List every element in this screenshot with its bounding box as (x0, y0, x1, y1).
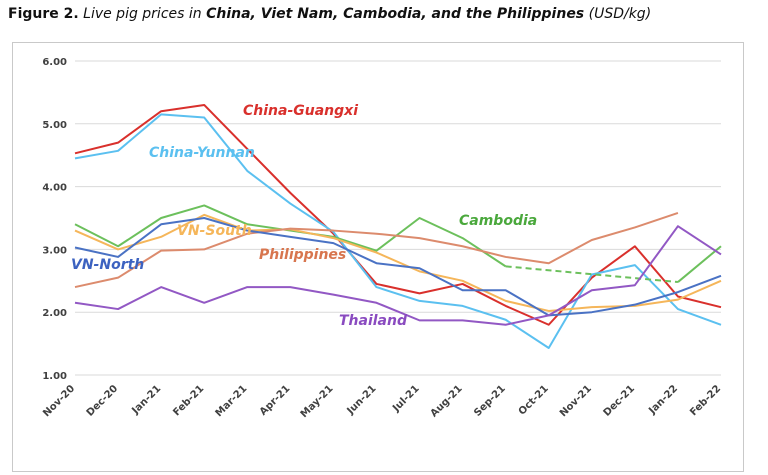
x-tick-label: Nov-20 (41, 383, 77, 419)
series-label: VN-North (71, 257, 144, 273)
series-line (677, 245, 722, 283)
figure-title-prefix: Live pig prices in (83, 6, 207, 22)
series-line (74, 225, 722, 326)
series-line (74, 113, 722, 349)
price-line-chart: 1.00 2.00 3.00 4.00 5.00 6.00 Nov-20 Dec-20 Jan-… (41, 57, 723, 420)
x-tick-label: Jan-22 (646, 383, 680, 417)
series-line (74, 204, 507, 268)
figure-title-unit: (USD/kg) (584, 6, 652, 22)
chart-container: 1.00 2.00 3.00 4.00 5.00 6.00 Nov-20 Dec-20 Jan-… (12, 42, 744, 472)
x-tick-label: Dec-21 (602, 383, 637, 418)
x-tick-label: Feb-21 (171, 383, 206, 418)
x-tick-label: Feb-22 (688, 383, 723, 418)
series-label: China-Guangxi (243, 103, 358, 119)
y-tick-label: 4.00 (42, 183, 67, 194)
x-tick-label: Aug-21 (429, 383, 465, 419)
figure-number: Figure 2. (8, 6, 79, 22)
figure-title-countries: China, Viet Nam, Cambodia, and the Phili… (206, 6, 585, 22)
series-line (74, 213, 722, 312)
series-line (74, 212, 679, 289)
figure-caption: Figure 2. Live pig prices in China, Viet… (8, 6, 651, 22)
x-tick-label: Oct-21 (517, 383, 551, 417)
series-label: Philippines (259, 247, 346, 263)
series-label: China-Yunnan (149, 145, 255, 161)
x-tick-label: Nov-21 (558, 383, 594, 419)
x-tick-label: Jan-21 (130, 383, 164, 417)
series-label: Thailand (339, 313, 408, 329)
x-tick-label: May-21 (299, 383, 336, 420)
y-tick-label: 3.00 (42, 245, 67, 256)
x-tick-label: Apr-21 (258, 383, 293, 418)
y-tick-label: 6.00 (42, 57, 67, 68)
series-label: VN-South (177, 223, 252, 239)
x-tick-label: Sep-21 (472, 383, 508, 419)
x-tick-label: Dec-20 (85, 383, 120, 418)
y-tick-label: 1.00 (42, 371, 67, 382)
x-tick-label: Mar-21 (214, 383, 250, 419)
x-tick-label: Jul-21 (390, 383, 421, 414)
series-gap-dashed (505, 265, 679, 284)
series-line (74, 103, 722, 326)
series-label: Cambodia (459, 213, 537, 229)
y-tick-label: 2.00 (42, 308, 67, 319)
series-line (74, 217, 722, 317)
x-tick-label: Jun-21 (345, 383, 379, 417)
y-tick-label: 5.00 (42, 120, 67, 131)
